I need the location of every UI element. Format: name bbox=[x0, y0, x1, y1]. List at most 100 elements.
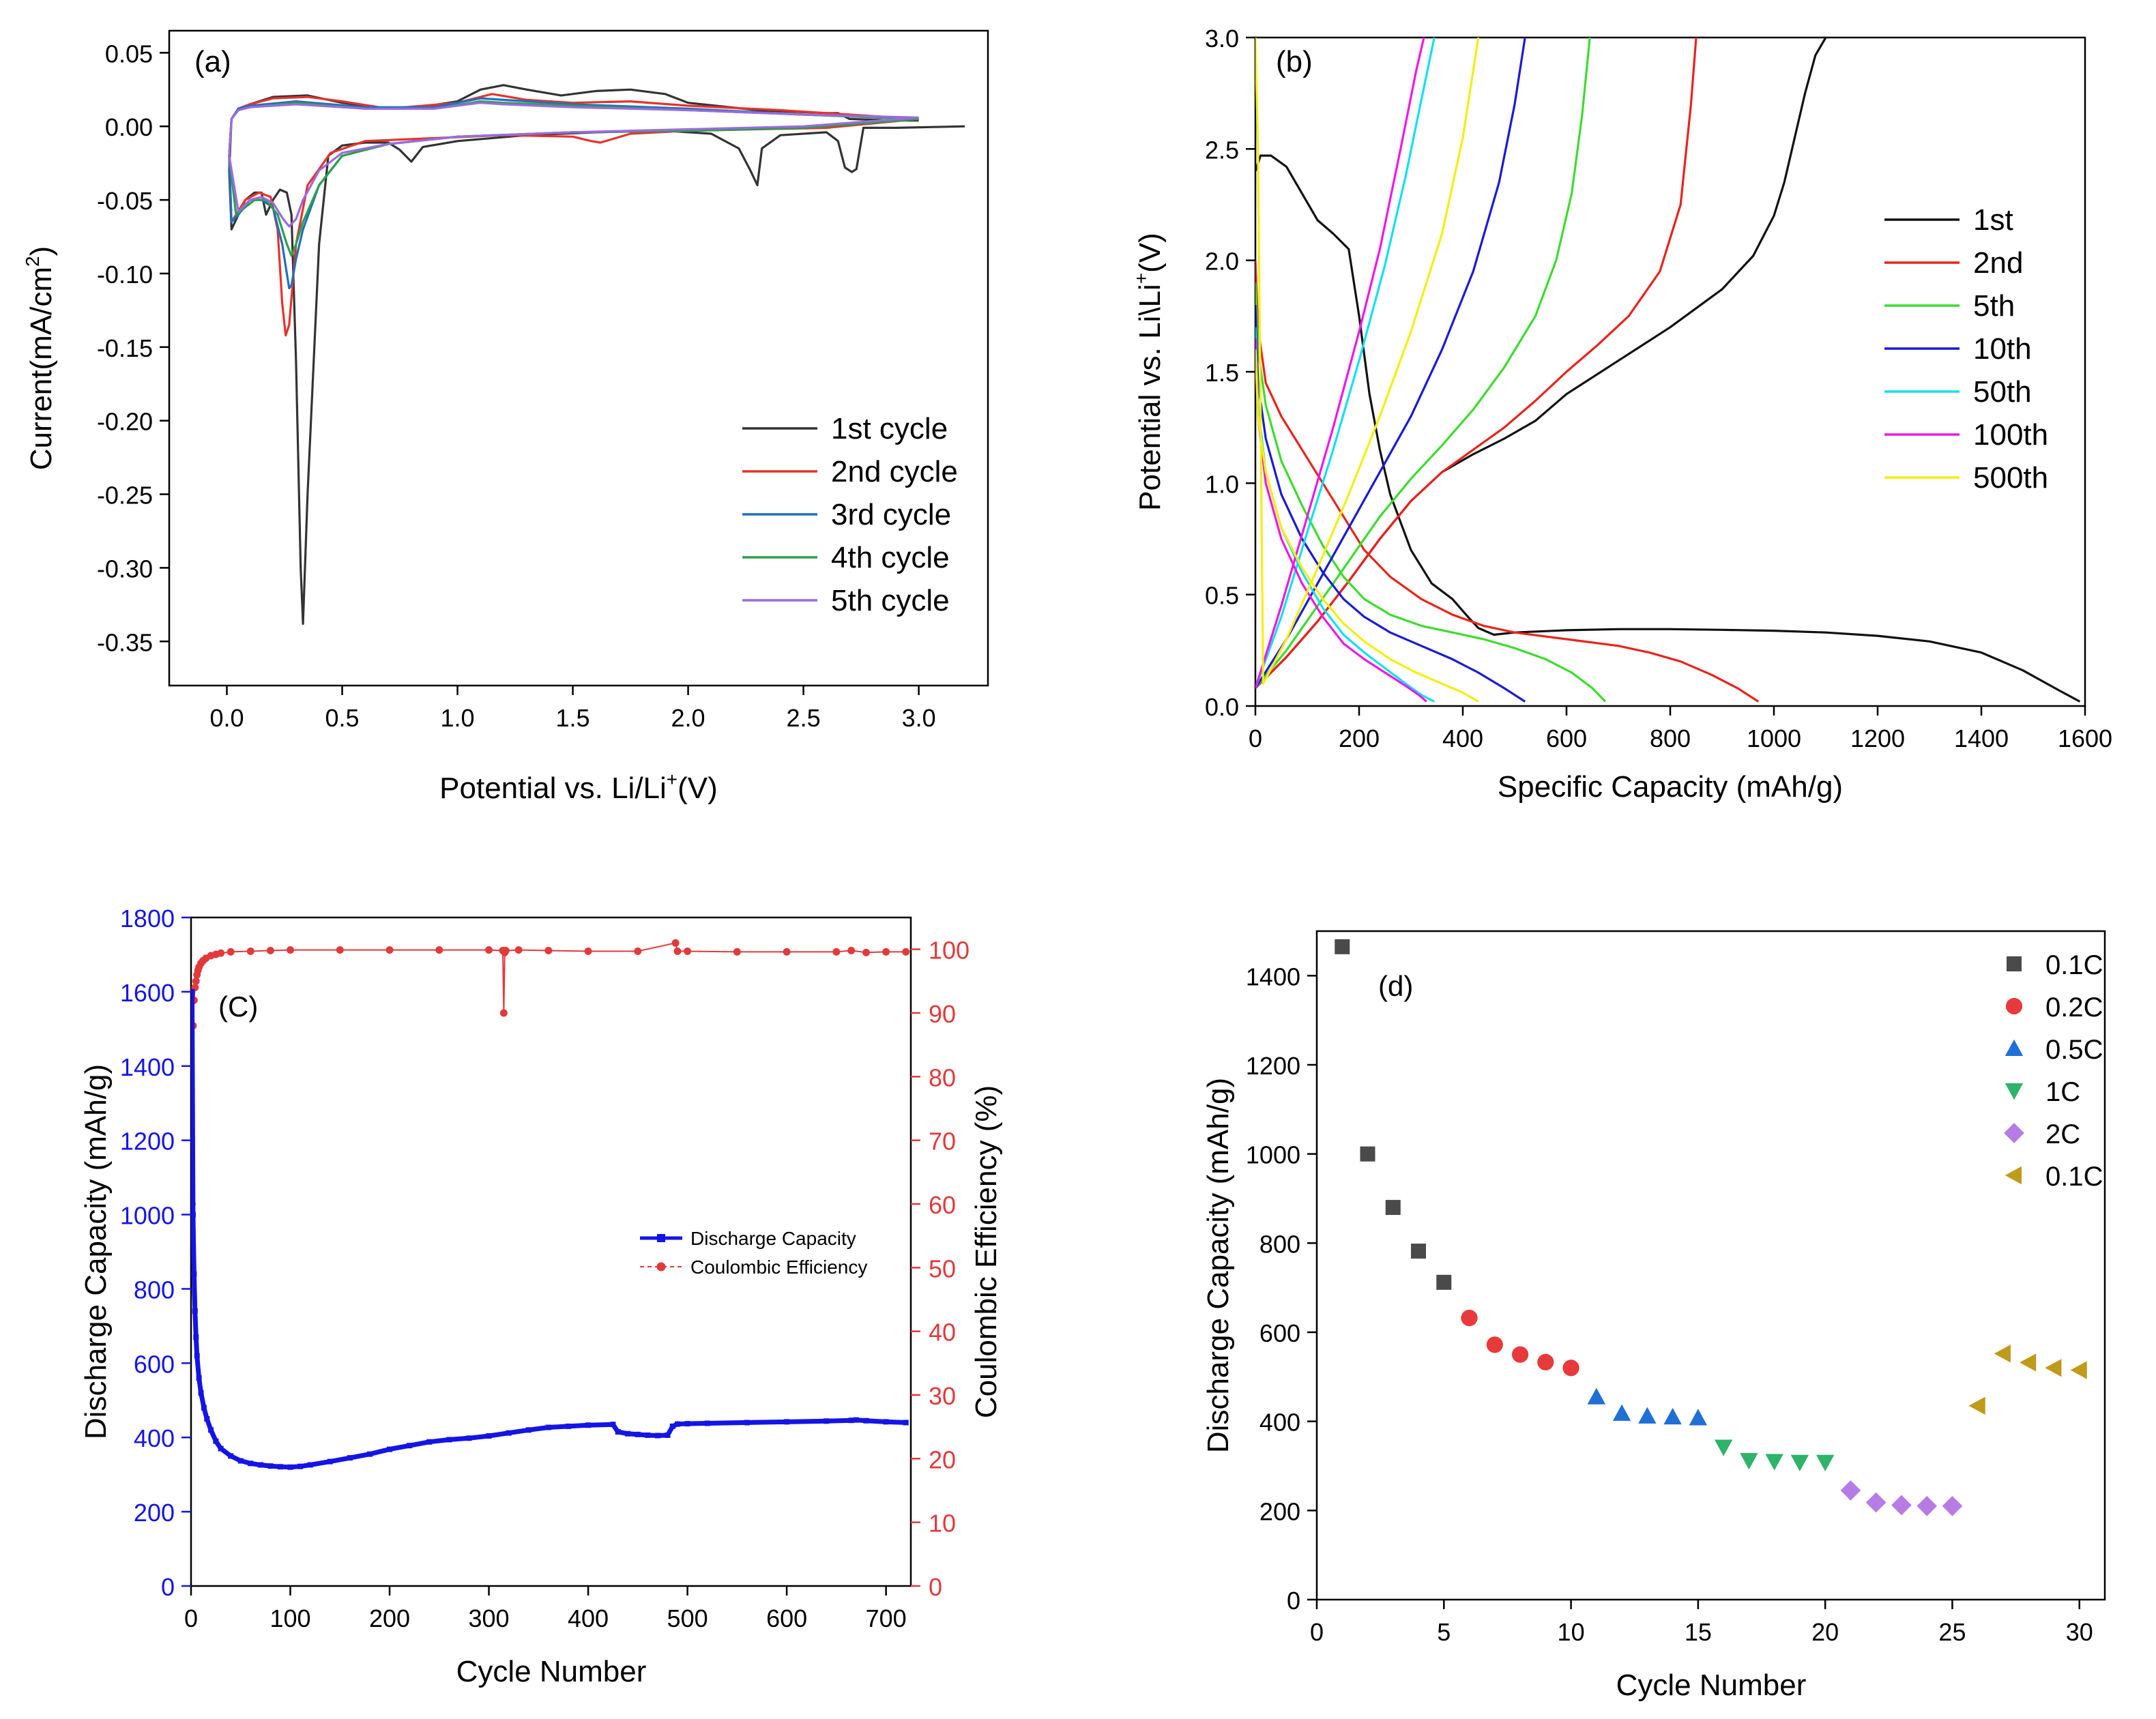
ce-point bbox=[192, 977, 200, 985]
capacity-point bbox=[848, 1417, 854, 1424]
legend-label: 0.1C bbox=[2045, 950, 2103, 980]
capacity-point bbox=[853, 1417, 859, 1423]
rate-point bbox=[1436, 1274, 1452, 1290]
capacity-point bbox=[191, 1211, 196, 1218]
rate-point bbox=[2020, 1353, 2037, 1372]
x-tick-label: 20 bbox=[1811, 1618, 1839, 1646]
panel-c-legend: Discharge Capacity Coulombic Efficiency bbox=[640, 1228, 867, 1278]
rate-point bbox=[1942, 1495, 1963, 1516]
rate-point bbox=[1917, 1495, 1938, 1516]
ce-point bbox=[336, 946, 344, 954]
y-tick-label: 2.5 bbox=[1205, 136, 1239, 164]
rate-point bbox=[1486, 1336, 1503, 1353]
rate-point bbox=[1511, 1346, 1529, 1363]
legend-label: 2nd bbox=[1973, 246, 2023, 280]
rate-point bbox=[1790, 1454, 1809, 1471]
panel-c-ylabel: Discharge Capacity (mAh/g) bbox=[79, 1064, 113, 1439]
rate-point bbox=[1714, 1439, 1733, 1456]
capacity-point bbox=[208, 1427, 214, 1433]
ce-point bbox=[671, 939, 680, 947]
rate-point bbox=[1840, 1480, 1861, 1501]
panel-a: 0.0 0.5 1.0 1.5 2.0 2.5 3.0 0.05 0.00 -0.05 -0.10… bbox=[22, 29, 989, 805]
panel-b-series bbox=[1255, 38, 2081, 703]
capacity-point bbox=[307, 1462, 313, 1468]
ce-point bbox=[733, 947, 741, 956]
panel-c-series bbox=[191, 939, 910, 1470]
ce-point bbox=[832, 947, 841, 956]
capacity-point bbox=[466, 1435, 472, 1441]
ce-point bbox=[544, 947, 553, 955]
y-tick-label: 0 bbox=[161, 1573, 175, 1601]
legend-label: 1st bbox=[1973, 203, 2013, 237]
legend-label: Coulombic Efficiency bbox=[690, 1257, 867, 1278]
capacity-point bbox=[585, 1422, 592, 1428]
panel-c-label: (C) bbox=[218, 990, 258, 1023]
y-tick-label: 0.5 bbox=[1205, 582, 1239, 610]
capacity-point bbox=[347, 1455, 353, 1461]
capacity-point bbox=[669, 1423, 675, 1429]
legend-marker bbox=[2004, 1123, 2024, 1143]
x-tick-label: 0 bbox=[184, 1604, 198, 1632]
y-right-tick-label: 80 bbox=[929, 1063, 956, 1091]
capacity-point bbox=[277, 1464, 283, 1470]
cv-curve bbox=[228, 93, 919, 337]
ce-point bbox=[287, 946, 295, 954]
x-tick-label: 1.5 bbox=[556, 704, 590, 732]
capacity-point bbox=[237, 1458, 244, 1464]
ce-line bbox=[191, 942, 906, 1205]
x-tick-label: 30 bbox=[2066, 1618, 2093, 1646]
capacity-point bbox=[327, 1458, 333, 1465]
panel-a-legend: 1st cycle 2nd cycle 3rd cycle 4th cycle 5th … bbox=[742, 412, 958, 617]
rate-point bbox=[1689, 1409, 1708, 1426]
panel-b-frame bbox=[1254, 36, 2086, 707]
panel-c: 0 100 200 300 400 500 600 700 02004006008001000… bbox=[79, 905, 1003, 1688]
discharge-curve bbox=[1255, 282, 1607, 703]
panel-d-series bbox=[1335, 939, 2087, 1516]
ce-point bbox=[435, 946, 443, 954]
panel-d: 0 5 10 15 20 25 30 0 200 400 600 800 1000 1200 1400 (… bbox=[1201, 930, 2106, 1702]
capacity-point bbox=[191, 988, 195, 995]
y-tick-label: 200 bbox=[134, 1499, 175, 1527]
ce-point bbox=[385, 946, 394, 954]
legend-label: 10th bbox=[1973, 332, 2032, 366]
rate-point bbox=[1663, 1407, 1682, 1425]
y-tick-label: 1400 bbox=[120, 1053, 175, 1081]
y-tick-label: 1000 bbox=[120, 1202, 175, 1230]
ce-point bbox=[246, 947, 254, 955]
y-right-tick-label: 60 bbox=[929, 1191, 956, 1219]
x-tick-label: 600 bbox=[766, 1604, 807, 1632]
rate-point bbox=[1816, 1454, 1835, 1471]
panel-d-label: (d) bbox=[1378, 970, 1413, 1002]
capacity-point bbox=[525, 1427, 531, 1433]
y-right-tick-label: 40 bbox=[929, 1319, 956, 1347]
rate-point bbox=[2045, 1359, 2062, 1377]
panel-c-ylabel-right: Coulombic Efficiency (%) bbox=[970, 1085, 1003, 1418]
capacity-point bbox=[824, 1418, 830, 1424]
panel-c-yticks-right: 0 10 20 30 40 50 60 70 80 90 100 bbox=[911, 937, 970, 1601]
charge-curve bbox=[1255, 38, 1436, 689]
capacity-point bbox=[198, 1390, 204, 1396]
y-tick-label: -0.05 bbox=[97, 187, 153, 215]
ce-point bbox=[847, 947, 856, 955]
y-tick-label: -0.25 bbox=[97, 482, 153, 510]
ce-point bbox=[634, 947, 642, 955]
y-tick-label: 200 bbox=[1259, 1497, 1300, 1525]
capacity-point bbox=[426, 1439, 433, 1445]
y-right-tick-label: 0 bbox=[929, 1573, 942, 1601]
legend-marker bbox=[2005, 1039, 2024, 1056]
x-tick-label: 3.0 bbox=[902, 704, 936, 732]
y-tick-label: 1600 bbox=[120, 979, 175, 1007]
rate-point bbox=[1587, 1387, 1606, 1405]
panel-d-xlabel: Cycle Number bbox=[1616, 1669, 1807, 1702]
capacity-point bbox=[267, 1463, 274, 1469]
panel-a-label: (a) bbox=[194, 45, 231, 78]
panel-a-yticks: 0.05 0.00 -0.05 -0.10 -0.15 -0.20 -0.25 -0.30 -0… bbox=[97, 40, 169, 656]
y-tick-label: 0.05 bbox=[105, 40, 153, 68]
capacity-point bbox=[191, 1271, 197, 1277]
y-tick-label: -0.10 bbox=[97, 261, 153, 289]
discharge-curve bbox=[1255, 154, 2081, 703]
x-tick-label: 0.0 bbox=[209, 704, 244, 732]
legend-label: 50th bbox=[1973, 375, 2032, 409]
legend-label: 3rd cycle bbox=[831, 498, 951, 531]
